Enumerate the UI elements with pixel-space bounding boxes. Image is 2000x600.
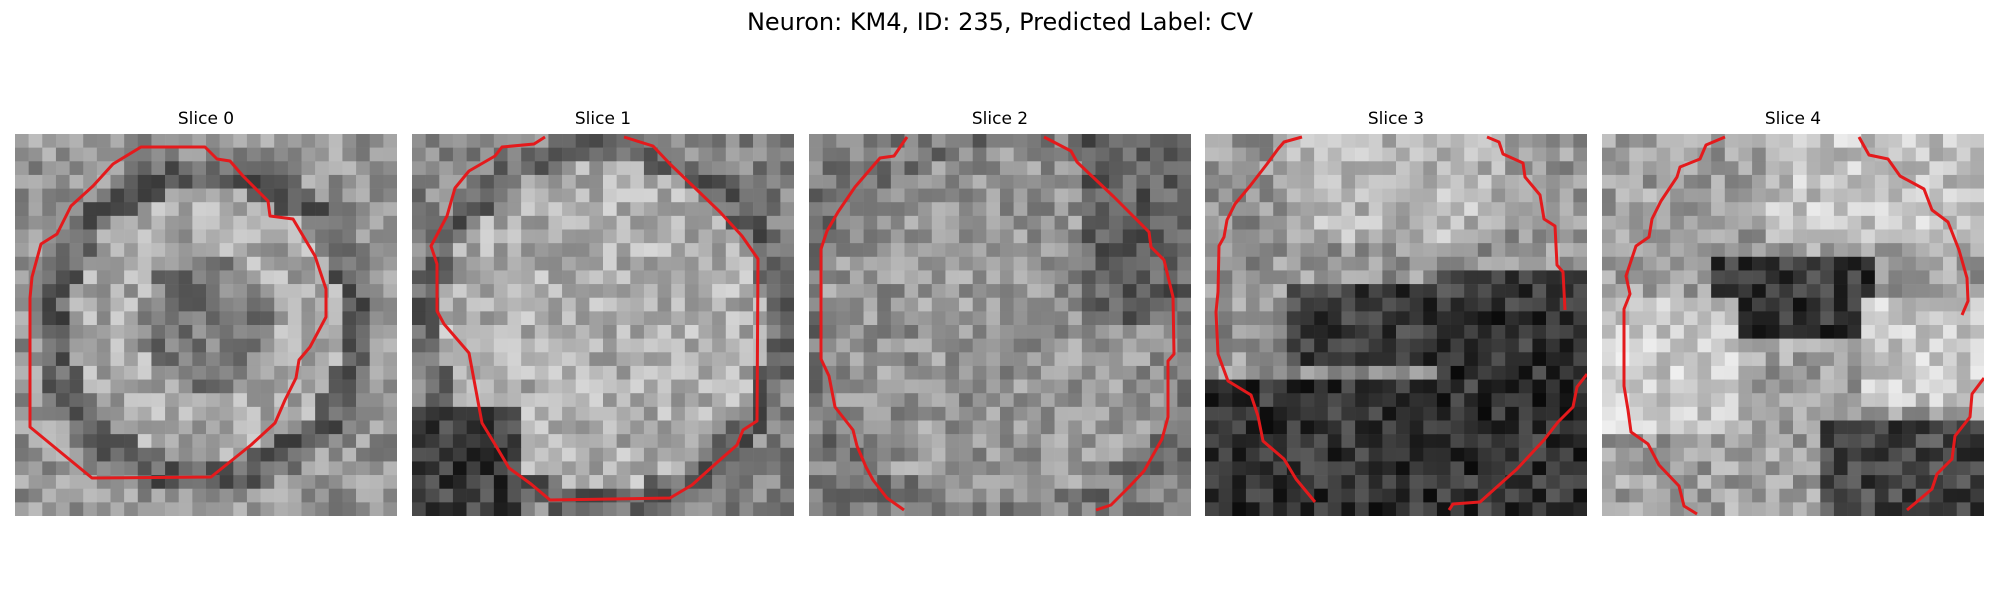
slice-0-panel [15,134,397,516]
slice-3-image [1205,134,1587,516]
slice-2-pixels [809,134,1191,516]
slice-2-title: Slice 2 [971,109,1029,129]
slice-4-panel [1602,134,1984,516]
slice-3-title: Slice 3 [1367,109,1425,129]
slice-4-contour [1622,135,1726,516]
slice-1-contour [429,135,760,502]
slice-2-contour-right [1043,135,1176,512]
slice-4-contour-right [1857,136,1970,316]
slice-2-image [809,134,1191,516]
figure-title: Neuron: KM4, ID: 235, Predicted Label: C… [746,8,1254,36]
slice-4-contour-lower [1906,377,1984,512]
slice-0-contour [28,145,328,480]
slice-4-title: Slice 4 [1764,109,1822,129]
slice-0-pixels [15,134,397,516]
slice-1-panel [412,134,794,516]
slice-1-pixels [412,134,794,516]
slice-0-image [15,134,397,516]
slice-3-contour-right [1486,135,1567,311]
slice-1-title: Slice 1 [574,109,632,129]
slice-1-image [412,134,794,516]
slice-3-contour [1214,135,1317,503]
slice-3-contour-lower [1447,373,1587,511]
slice-2-panel [809,134,1191,516]
slice-3-pixels [1205,134,1587,516]
slice-4-pixels [1602,134,1984,516]
slice-2-contour [819,136,909,512]
slice-4-image [1602,134,1984,516]
slice-3-panel [1205,134,1587,516]
slice-0-title: Slice 0 [177,109,235,129]
